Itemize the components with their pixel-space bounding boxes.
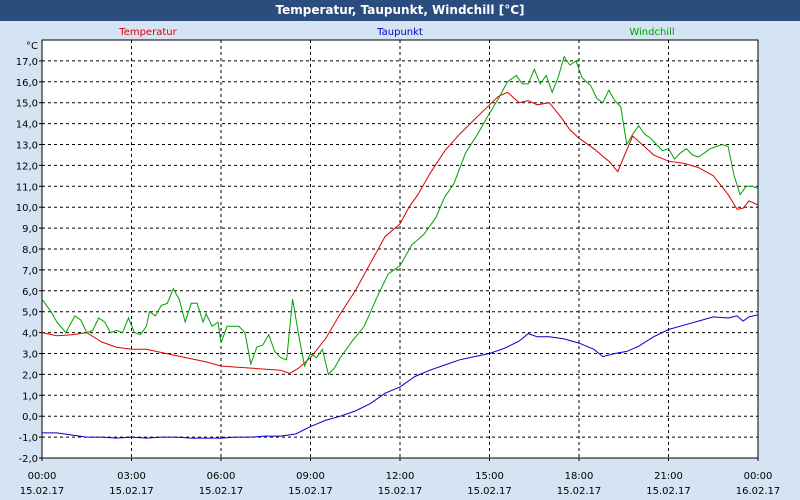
y-tick-label: 1,0 <box>22 391 38 402</box>
legend-windchill: Windchill <box>629 27 674 38</box>
x-tick-time: 00:00 <box>744 471 773 482</box>
y-tick-label: 8,0 <box>22 245 38 256</box>
series-lines <box>41 55 759 439</box>
legend-dewpoint: Taupunkt <box>376 27 423 38</box>
y-tick-label: 12,0 <box>16 161 38 172</box>
x-tick-time: 15:00 <box>475 471 504 482</box>
y-tick-label: 7,0 <box>22 266 38 277</box>
y-tick-label: 17,0 <box>16 57 38 68</box>
y-tick-label: 13,0 <box>16 141 38 152</box>
windchill-line <box>41 55 759 376</box>
y-tick-label: 9,0 <box>22 224 38 235</box>
y-tick-label: 6,0 <box>22 287 38 298</box>
y-tick-label: 2,0 <box>22 370 38 381</box>
x-tick-date: 15.02.17 <box>557 486 602 497</box>
x-tick-time: 21:00 <box>654 471 683 482</box>
x-tick-date: 15.02.17 <box>109 486 154 497</box>
y-tick-label: -1,0 <box>18 433 38 444</box>
x-tick-date: 15.02.17 <box>467 486 512 497</box>
x-tick-time: 09:00 <box>296 471 325 482</box>
x-tick-date: 15.02.17 <box>646 486 691 497</box>
x-tick-time: 06:00 <box>207 471 236 482</box>
x-tick-date: 15.02.17 <box>20 486 65 497</box>
y-unit-label: °C <box>26 41 38 52</box>
x-tick-time: 00:00 <box>28 471 57 482</box>
y-tick-label: 4,0 <box>22 329 38 340</box>
window-title: Temperatur, Taupunkt, Windchill [°C] <box>0 0 800 21</box>
dewpoint-line <box>42 314 759 439</box>
grid <box>42 40 758 458</box>
x-tick-time: 12:00 <box>386 471 415 482</box>
y-tick-label: 11,0 <box>16 182 38 193</box>
y-tick-label: 0,0 <box>22 412 38 423</box>
y-tick-label: 10,0 <box>16 203 38 214</box>
x-tick-date: 15.02.17 <box>288 486 333 497</box>
y-tick-label: 15,0 <box>16 99 38 110</box>
x-tick-date: 15.02.17 <box>199 486 244 497</box>
y-tick-label: 14,0 <box>16 120 38 131</box>
x-tick-date: 16.02.17 <box>736 486 781 497</box>
temperature-line <box>41 91 759 374</box>
y-tick-label: -2,0 <box>18 454 38 465</box>
legend-temperature: Temperatur <box>118 27 177 38</box>
x-tick-date: 15.02.17 <box>378 486 423 497</box>
y-tick-label: 16,0 <box>16 78 38 89</box>
legend: Temperatur Taupunkt Windchill <box>118 27 674 38</box>
x-tick-time: 18:00 <box>565 471 594 482</box>
y-tick-label: 5,0 <box>22 308 38 319</box>
y-tick-label: 3,0 <box>22 350 38 361</box>
x-tick-time: 03:00 <box>117 471 146 482</box>
axes: -2,0 -1,0 0,0 1,0 2,0 3,0 4,0 5,0 6,0 7,0 8,0 9,0 10… <box>16 41 781 497</box>
